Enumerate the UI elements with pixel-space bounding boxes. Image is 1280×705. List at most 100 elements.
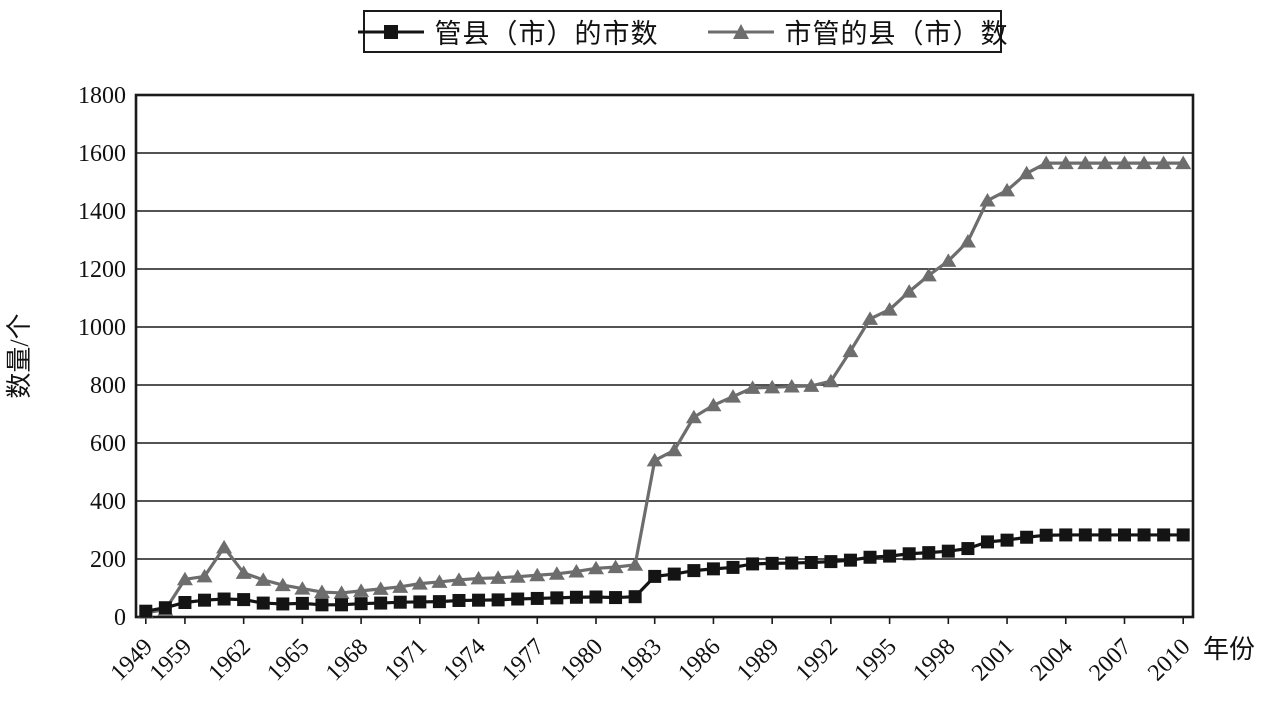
data-point-marker: [548, 566, 565, 580]
data-point-marker: [744, 380, 761, 394]
series-line-counties: [145, 161, 1184, 615]
x-tick-label: 1974: [438, 634, 490, 686]
data-point-marker: [158, 601, 172, 615]
data-point-marker: [1038, 155, 1055, 170]
y-tick-label: 0: [114, 605, 126, 631]
data-point-marker: [472, 593, 486, 607]
data-point-marker: [920, 267, 937, 282]
x-tick-label: 2001: [967, 634, 1019, 686]
data-point-marker: [569, 590, 583, 604]
x-tick-label: 1989: [732, 634, 784, 686]
x-tick-label: 1977: [497, 634, 549, 686]
data-point-marker: [372, 581, 389, 595]
x-tick-label: 1968: [321, 634, 373, 686]
data-point-marker: [862, 311, 879, 325]
data-point-marker: [961, 542, 975, 556]
data-point-marker: [1096, 155, 1113, 170]
data-point-marker: [491, 593, 505, 607]
x-tick-label: 1995: [850, 634, 902, 686]
data-point-marker: [294, 581, 311, 595]
data-point-marker: [216, 539, 233, 554]
data-point-marker: [1077, 155, 1094, 170]
data-point-marker: [393, 595, 407, 609]
data-point-marker: [550, 591, 564, 605]
data-point-marker: [803, 378, 820, 392]
data-point-marker: [726, 560, 740, 574]
data-point-marker: [470, 570, 487, 585]
data-point-marker: [1176, 528, 1190, 542]
data-point-marker: [411, 576, 428, 590]
y-tick-label: 800: [90, 373, 126, 399]
x-tick-label: 1962: [204, 634, 256, 686]
data-point-marker: [646, 452, 663, 467]
data-point-marker: [1020, 530, 1034, 544]
data-point-marker: [490, 570, 507, 584]
data-point-marker: [1039, 528, 1053, 542]
data-point-marker: [746, 557, 760, 571]
x-tick-label: 1965: [262, 634, 314, 686]
x-tick-label: 1959: [145, 634, 197, 686]
data-point-marker: [901, 284, 918, 298]
data-point-marker: [883, 549, 897, 563]
data-point-marker: [685, 409, 702, 424]
data-point-marker: [217, 592, 231, 606]
data-point-marker: [764, 379, 781, 394]
data-point-marker: [255, 572, 272, 586]
data-point-marker: [178, 596, 192, 609]
data-point-marker: [413, 595, 427, 609]
y-tick-label: 1600: [78, 141, 126, 167]
x-tick-label: 2007: [1084, 634, 1136, 686]
data-point-marker: [237, 593, 251, 607]
data-point-marker: [628, 590, 642, 604]
x-tick-label: 2010: [1143, 634, 1195, 686]
plot-border: [134, 93, 1195, 619]
data-point-marker: [843, 553, 857, 567]
data-point-marker: [450, 572, 467, 586]
x-tick-label: 1983: [615, 634, 667, 686]
data-point-marker: [1000, 533, 1014, 547]
data-point-marker: [1057, 155, 1074, 170]
data-point-marker: [959, 233, 976, 248]
legend-item-cities: 管县（市）的市数: [357, 12, 659, 51]
data-point-marker: [765, 556, 779, 570]
data-point-marker: [176, 571, 193, 586]
data-point-marker: [783, 378, 800, 393]
data-point-marker: [276, 597, 290, 611]
data-point-marker: [706, 562, 720, 576]
data-point-marker: [979, 193, 996, 207]
x-tick-label: 1980: [556, 634, 608, 686]
data-point-marker: [353, 583, 370, 597]
x-tick-label: 1949: [106, 634, 158, 686]
data-point-marker: [902, 547, 916, 561]
data-point-marker: [235, 565, 252, 579]
data-point-marker: [354, 597, 368, 611]
chart-legend: 管县（市）的市数 市管的县（市）数: [357, 10, 1008, 53]
data-point-marker: [256, 596, 270, 610]
data-point-marker: [804, 555, 818, 569]
data-point-marker: [1059, 528, 1073, 542]
data-point-marker: [627, 557, 644, 571]
y-tick-label: 200: [90, 547, 126, 573]
y-tick-label: 1800: [78, 83, 126, 109]
x-tick-label: 1986: [673, 634, 725, 686]
y-tick-label: 1000: [78, 315, 126, 341]
data-point-marker: [589, 590, 603, 604]
data-point-marker: [374, 596, 388, 610]
square-marker-icon: [357, 24, 424, 39]
legend-label-counties: 市管的县（市）数: [784, 19, 1009, 49]
data-point-marker: [1137, 528, 1151, 542]
data-point-marker: [999, 182, 1016, 197]
y-axis-title: 数量/个: [5, 313, 34, 398]
data-point-marker: [511, 592, 525, 606]
data-point-marker: [1116, 155, 1133, 170]
data-point-marker: [648, 569, 662, 583]
data-point-marker: [1136, 155, 1153, 170]
data-point-marker: [667, 567, 681, 581]
data-point-marker: [432, 595, 446, 609]
data-point-marker: [392, 579, 409, 593]
triangle-marker-icon: [707, 23, 774, 39]
data-point-marker: [822, 373, 839, 388]
data-point-marker: [1018, 165, 1035, 180]
y-tick-label: 600: [90, 431, 126, 457]
data-point-marker: [824, 555, 838, 569]
